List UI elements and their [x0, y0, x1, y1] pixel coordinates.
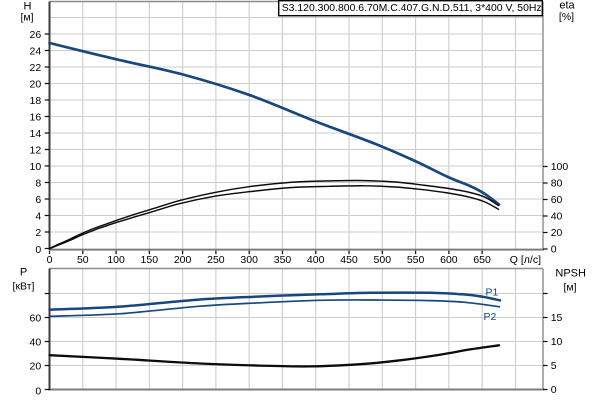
- svg-text:60: 60: [30, 312, 42, 324]
- svg-text:[%]: [%]: [559, 11, 574, 23]
- svg-text:14: 14: [30, 128, 42, 140]
- svg-text:200: 200: [174, 254, 192, 266]
- svg-text:20: 20: [30, 78, 42, 90]
- svg-text:[м]: [м]: [20, 12, 33, 24]
- svg-text:NPSH: NPSH: [555, 268, 586, 280]
- svg-text:100: 100: [551, 161, 569, 173]
- svg-text:P1: P1: [486, 286, 499, 298]
- svg-text:0: 0: [35, 244, 41, 256]
- svg-text:S3.120.300.800.6.70M.C.407.G.N: S3.120.300.800.6.70M.C.407.G.N.D.511, 3*…: [282, 3, 542, 14]
- svg-text:[м]: [м]: [563, 282, 576, 294]
- svg-text:20: 20: [551, 227, 563, 239]
- svg-text:350: 350: [274, 254, 292, 266]
- svg-text:300: 300: [240, 254, 258, 266]
- svg-text:40: 40: [551, 211, 563, 223]
- svg-text:H: H: [24, 1, 32, 13]
- svg-text:80: 80: [551, 178, 563, 190]
- svg-text:10: 10: [551, 336, 563, 348]
- svg-text:0: 0: [551, 244, 557, 256]
- svg-text:20: 20: [30, 360, 42, 372]
- svg-text:16: 16: [30, 111, 42, 123]
- svg-text:400: 400: [307, 254, 325, 266]
- svg-text:[кВт]: [кВт]: [13, 281, 35, 293]
- svg-text:5: 5: [551, 360, 557, 372]
- svg-text:18: 18: [30, 95, 42, 107]
- svg-text:450: 450: [340, 254, 358, 266]
- svg-text:500: 500: [374, 254, 392, 266]
- svg-text:150: 150: [141, 254, 159, 266]
- svg-text:eta: eta: [559, 0, 575, 12]
- svg-text:22: 22: [30, 62, 42, 74]
- svg-text:0: 0: [35, 385, 41, 397]
- svg-text:10: 10: [30, 161, 42, 173]
- svg-text:15: 15: [551, 312, 563, 324]
- svg-text:12: 12: [30, 144, 42, 156]
- svg-text:P2: P2: [484, 311, 497, 323]
- svg-text:650: 650: [473, 254, 491, 266]
- svg-text:4: 4: [35, 210, 41, 222]
- svg-text:600: 600: [440, 254, 458, 266]
- svg-text:6: 6: [35, 194, 41, 206]
- svg-text:250: 250: [207, 254, 225, 266]
- svg-text:8: 8: [35, 177, 41, 189]
- svg-text:24: 24: [30, 45, 42, 57]
- svg-text:550: 550: [407, 254, 425, 266]
- svg-text:P: P: [20, 266, 27, 278]
- svg-text:2: 2: [35, 227, 41, 239]
- svg-text:50: 50: [77, 254, 89, 266]
- svg-text:26: 26: [30, 29, 42, 41]
- svg-text:100: 100: [107, 254, 125, 266]
- svg-text:40: 40: [30, 336, 42, 348]
- svg-text:0: 0: [47, 254, 53, 266]
- svg-text:60: 60: [551, 194, 563, 206]
- svg-text:Q [л/с]: Q [л/с]: [510, 254, 541, 266]
- svg-text:0: 0: [551, 384, 557, 396]
